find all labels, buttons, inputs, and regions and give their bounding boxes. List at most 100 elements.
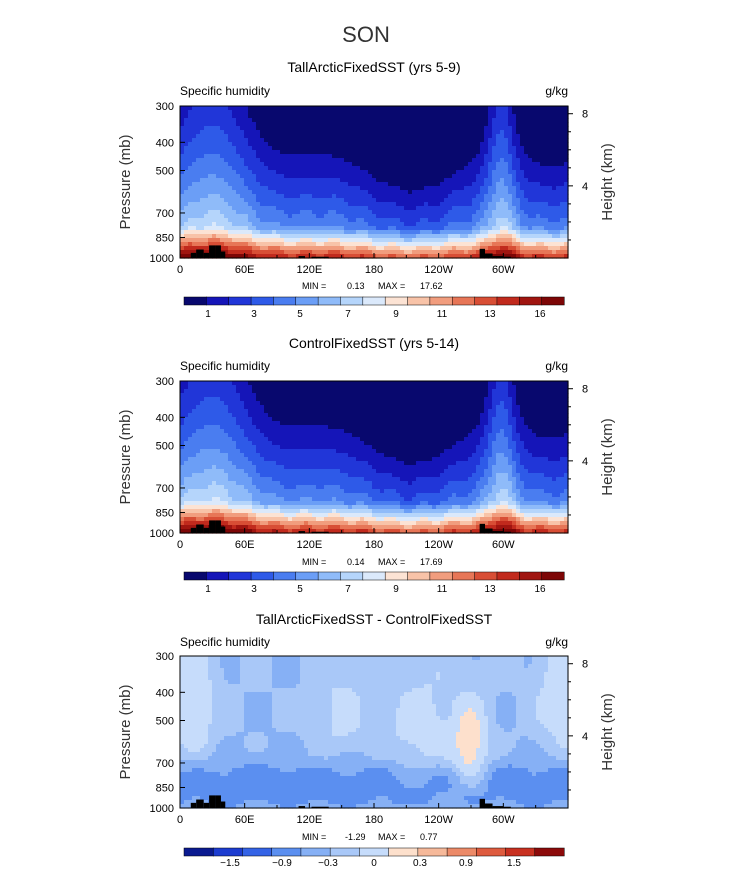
- contour-cell: [244, 413, 249, 418]
- contour-cell: [540, 182, 545, 187]
- contour-cell: [396, 170, 401, 175]
- contour-cell: [300, 405, 305, 410]
- contour-cell: [292, 417, 297, 422]
- contour-cell: [276, 429, 281, 434]
- contour-cell: [268, 142, 273, 147]
- contour-cell: [428, 194, 433, 199]
- contour-cell: [288, 238, 293, 243]
- contour-cell: [512, 242, 517, 247]
- contour-cell: [308, 154, 313, 159]
- contour-cell: [204, 385, 209, 390]
- contour-cell: [368, 150, 373, 155]
- contour-cell: [328, 154, 333, 159]
- contour-cell: [212, 174, 217, 179]
- contour-cell: [400, 226, 405, 231]
- contour-cell: [344, 166, 349, 171]
- contour-cell: [292, 485, 297, 490]
- contour-cell: [232, 166, 237, 171]
- contour-cell: [252, 433, 257, 438]
- contour-cell: [340, 154, 345, 159]
- contour-cell: [332, 158, 337, 163]
- contour-cell: [200, 405, 205, 410]
- contour-cell: [436, 110, 441, 115]
- contour-cell: [528, 122, 533, 127]
- contour-cell: [528, 210, 533, 215]
- contour-cell: [540, 166, 545, 171]
- contour-cell: [200, 230, 205, 235]
- contour-cell: [384, 134, 389, 139]
- contour-cell: [240, 158, 245, 163]
- contour-cell: [352, 190, 357, 195]
- contour-cell: [468, 194, 473, 199]
- contour-cell: [192, 385, 197, 390]
- contour-cell: [424, 142, 429, 147]
- contour-cell: [300, 453, 305, 458]
- contour-cell: [444, 214, 449, 219]
- contour-cell: [308, 186, 313, 191]
- contour-cell: [212, 142, 217, 147]
- contour-cell: [488, 166, 493, 171]
- contour-cell: [260, 433, 265, 438]
- contour-cell: [360, 170, 365, 175]
- contour-cell: [352, 210, 357, 215]
- contour-cell: [264, 425, 269, 430]
- contour-cell: [260, 409, 265, 414]
- contour-cell: [548, 158, 553, 163]
- contour-cell: [496, 246, 501, 251]
- contour-cell: [440, 234, 445, 239]
- contour-cell: [560, 182, 565, 187]
- contour-cell: [272, 138, 277, 143]
- contour-cell: [552, 198, 557, 203]
- contour-cell: [412, 234, 417, 239]
- contour-cell: [188, 437, 193, 442]
- contour-cell: [552, 170, 557, 175]
- contour-cell: [240, 110, 245, 115]
- contour-cell: [276, 485, 281, 490]
- contour-cell: [192, 469, 197, 474]
- contour-cell: [268, 190, 273, 195]
- contour-cell: [412, 186, 417, 191]
- contour-cell: [412, 210, 417, 215]
- contour-cell: [300, 134, 305, 139]
- contour-cell: [392, 178, 397, 183]
- contour-cell: [552, 226, 557, 231]
- contour-cell: [488, 138, 493, 143]
- contour-cell: [184, 409, 189, 414]
- contour-cell: [344, 118, 349, 123]
- contour-cell: [292, 445, 297, 450]
- contour-cell: [248, 214, 253, 219]
- contour-cell: [488, 246, 493, 251]
- contour-cell: [476, 170, 481, 175]
- contour-cell: [416, 170, 421, 175]
- contour-cell: [236, 509, 241, 514]
- contour-cell: [296, 166, 301, 171]
- contour-cell: [380, 230, 385, 235]
- contour-cell: [452, 234, 457, 239]
- contour-cell: [408, 122, 413, 127]
- contour-cell: [368, 138, 373, 143]
- contour-cell: [564, 186, 569, 191]
- contour-cell: [256, 409, 261, 414]
- contour-cell: [252, 186, 257, 191]
- contour-cell: [216, 178, 221, 183]
- contour-cell: [268, 513, 273, 518]
- contour-cell: [200, 110, 205, 115]
- contour-cell: [552, 174, 557, 179]
- contour-cell: [248, 453, 253, 458]
- contour-cell: [536, 198, 541, 203]
- contour-cell: [188, 501, 193, 506]
- contour-cell: [368, 170, 373, 175]
- contour-cell: [268, 206, 273, 211]
- contour-cell: [552, 214, 557, 219]
- contour-cell: [312, 170, 317, 175]
- contour-cell: [548, 230, 553, 235]
- contour-cell: [420, 118, 425, 123]
- contour-cell: [212, 513, 217, 518]
- contour-cell: [516, 186, 521, 191]
- contour-cell: [556, 202, 561, 207]
- contour-cell: [484, 250, 489, 255]
- contour-cell: [272, 433, 277, 438]
- contour-cell: [460, 162, 465, 167]
- contour-cell: [312, 254, 317, 259]
- contour-cell: [240, 397, 245, 402]
